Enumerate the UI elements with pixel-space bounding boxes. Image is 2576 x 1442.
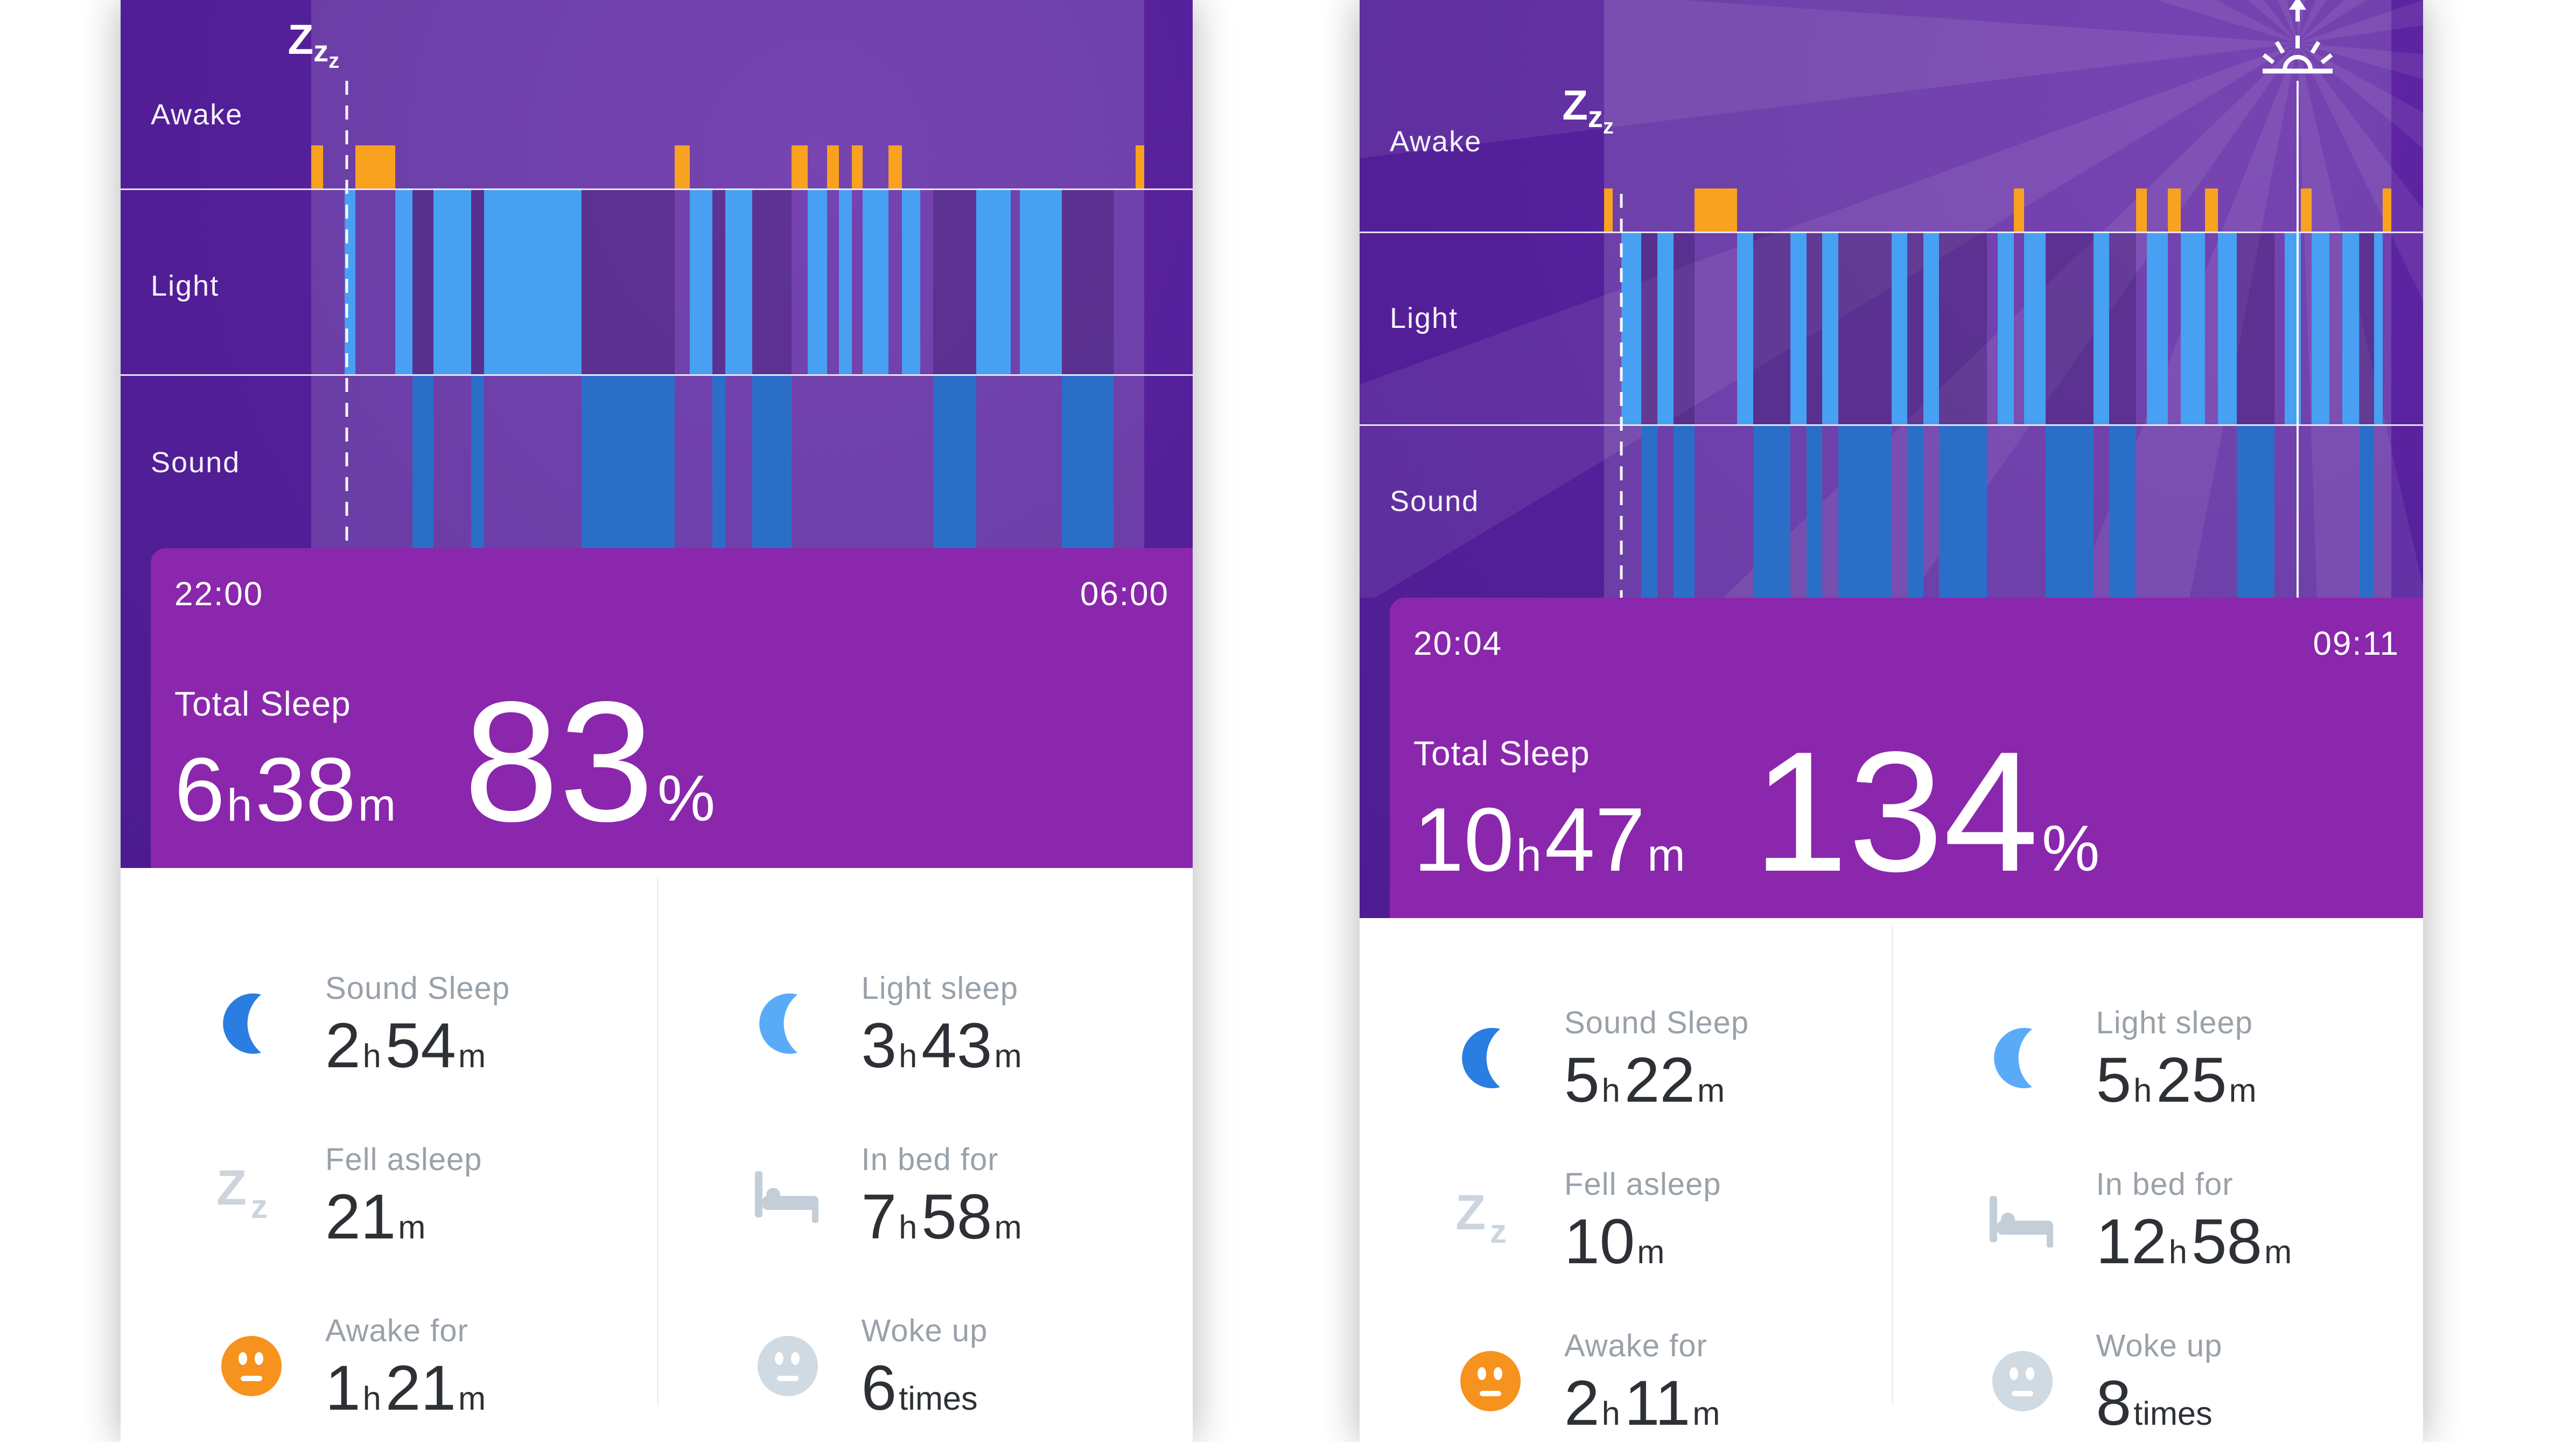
stat-light-sleep: Light sleep 5h25m [1892,977,2424,1139]
sleep-card-night-1[interactable]: Awake Light Sound Zzz 22:00 06:00 Total … [121,0,1193,1442]
stat-label: Sound Sleep [325,970,510,1006]
bed-icon [747,1163,828,1227]
stat-value: 10m [1564,1206,1665,1277]
total-sleep-label: Total Sleep [174,684,351,723]
stat-label: Awake for [1564,1328,1707,1363]
stat-woke-up: Woke up 8times [1892,1300,2424,1442]
stat-label: Awake for [325,1313,468,1348]
total-sleep-label: Total Sleep [1413,734,1590,773]
stat-label: Fell asleep [325,1142,482,1177]
stat-label: In bed for [861,1142,999,1177]
stat-awake-for: Awake for 2h11m [1360,1300,1892,1442]
total-sleep-duration: 10h47m [1413,789,1685,890]
stat-label: Light sleep [861,970,1019,1006]
stat-value: 21m [325,1181,426,1252]
sleep-goal-percent: 134% [1753,716,2100,907]
stat-label: Woke up [861,1313,988,1348]
zone-label-light: Light [151,270,220,302]
stat-value: 3h43m [861,1010,1022,1081]
stat-woke-up: Woke up 6times [657,1280,1193,1442]
stat-value: 12h58m [2096,1206,2292,1277]
bed-start-time: 22:00 [174,576,264,613]
stat-sound-sleep: Sound Sleep 2h54m [121,938,657,1109]
bed-icon [1982,1187,2063,1252]
total-sleep-band: 22:00 06:00 Total Sleep 6h38m 83% [151,548,1193,868]
stat-label: Woke up [2096,1328,2223,1363]
stat-value: 7h58m [861,1181,1022,1252]
stat-in-bed-for: In bed for 7h58m [657,1109,1193,1280]
stat-value: 6times [861,1352,978,1424]
wake-up-marker [2255,0,2341,598]
fell-asleep-zzz-icon: Zzz [1562,81,1614,138]
sleep-card-night-2[interactable]: Awake Light Sound Zzz [1360,0,2423,1442]
zone-label-light: Light [1390,302,1459,334]
moon-icon [1450,1026,1531,1090]
stat-value: 2h54m [325,1010,486,1081]
sleep-graph-section: Awake Light Sound Zzz 22:00 06:00 Total … [121,0,1193,868]
zone-label-sound: Sound [1390,485,1480,517]
sleep-chart: Awake Light Sound Zzz [1360,0,2423,598]
stat-sound-sleep: Sound Sleep 5h22m [1360,977,1892,1139]
stat-light-sleep: Light sleep 3h43m [657,938,1193,1109]
sleep-goal-percent: 83% [464,666,716,857]
stat-value: 2h11m [1564,1367,1720,1439]
stat-value: 5h22m [1564,1044,1725,1116]
stat-label: Sound Sleep [1564,1005,1749,1040]
stat-label: Light sleep [2096,1005,2253,1040]
sunrise-icon [2257,24,2338,78]
awake-face-icon [211,1334,292,1398]
moon-icon [211,991,292,1056]
fell-asleep-zzz-icon: Zzz [288,16,340,73]
stat-in-bed-for: In bed for 12h58m [1892,1139,2424,1300]
stat-value: 1h21m [325,1352,486,1424]
total-sleep-band: 20:04 09:11 Total Sleep 10h47m 134% [1390,598,2423,918]
zone-label-awake: Awake [1390,125,1482,158]
wake-up-marker-line [2296,81,2299,598]
total-sleep-duration: 6h38m [174,739,396,840]
moon-icon [1982,1026,2063,1090]
bed-end-time: 09:11 [2313,625,2399,662]
bed-end-time: 06:00 [1080,576,1169,613]
stat-awake-for: Awake for 1h21m [121,1280,657,1442]
stat-value: 8times [2096,1367,2213,1439]
arrow-up-icon-stem [2295,10,2300,22]
sleep-chart: Awake Light Sound Zzz [121,0,1193,548]
stat-label: In bed for [2096,1166,2234,1202]
sleep-graph-section: Awake Light Sound Zzz [1360,0,2423,918]
zone-label-awake: Awake [151,99,243,131]
stat-label: Fell asleep [1564,1166,1721,1202]
moon-icon [747,991,828,1056]
bed-start-time: 20:04 [1413,625,1503,662]
arrow-up-icon [2288,0,2306,10]
woke-up-face-icon [747,1334,828,1398]
zone-label-sound: Sound [151,446,241,479]
woke-up-face-icon [1982,1349,2063,1413]
awake-face-icon [1450,1349,1531,1413]
stat-value: 5h25m [2096,1044,2257,1116]
